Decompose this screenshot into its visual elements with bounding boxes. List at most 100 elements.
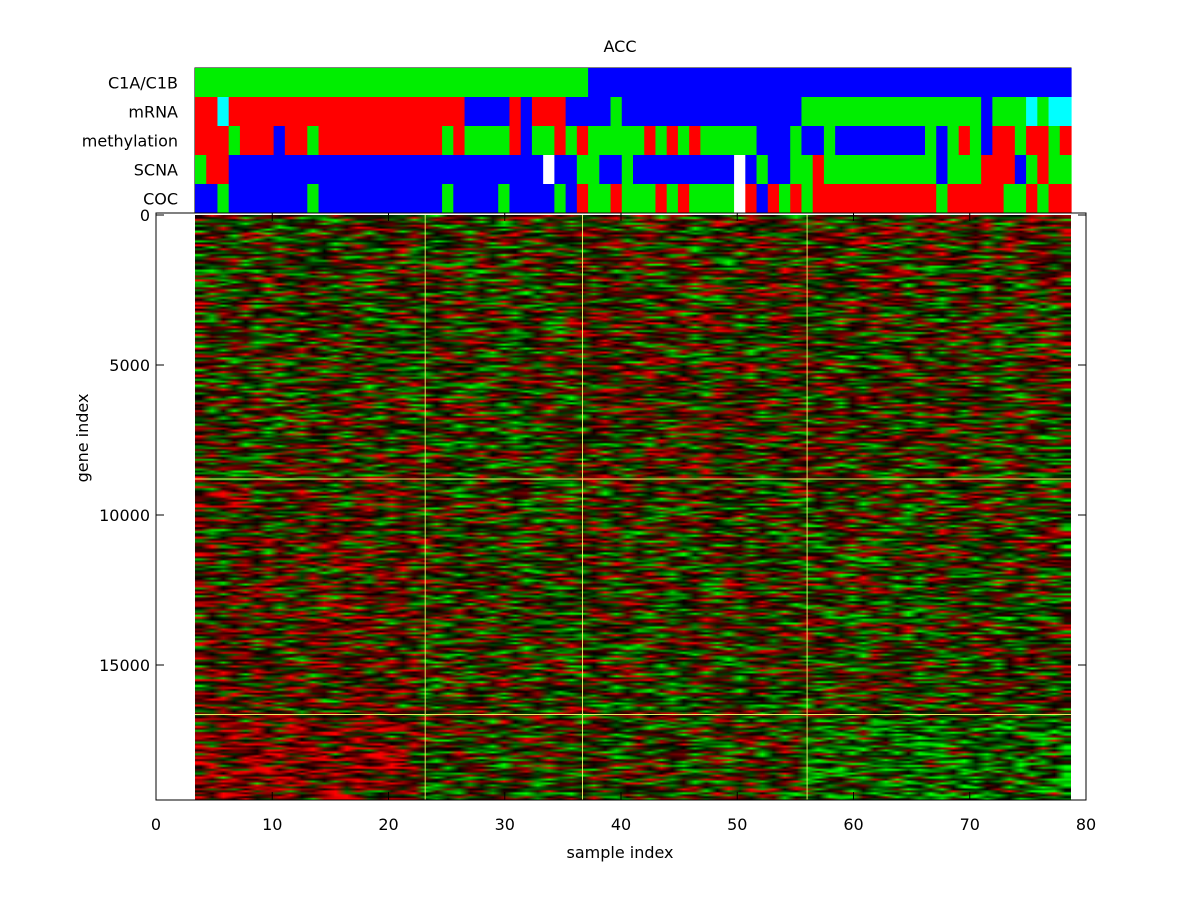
annotation-segment <box>823 155 937 184</box>
annotation-segment <box>307 184 320 213</box>
x-tick-label: 70 <box>960 815 980 834</box>
annotation-segment <box>239 126 275 155</box>
annotation-segment <box>509 97 522 126</box>
annotation-segment <box>947 126 960 155</box>
annotation-segment <box>509 184 555 213</box>
annotation-segment <box>588 184 612 213</box>
annotation-segment <box>655 184 668 213</box>
annotation-segment <box>498 184 511 213</box>
annotation-segment <box>610 184 623 213</box>
annotation-segment <box>576 184 589 213</box>
annotation-segment <box>801 126 825 155</box>
annotation-segment <box>1026 97 1038 126</box>
annotation-segment <box>588 97 612 126</box>
annotation-segment <box>588 155 600 184</box>
y-tick-label: 5000 <box>109 356 150 375</box>
annotation-segment <box>745 184 758 213</box>
y-axis-label: gene index <box>73 394 92 483</box>
annotation-segment <box>835 126 926 155</box>
annotation-segment <box>790 155 814 184</box>
annotation-segment <box>823 126 836 155</box>
x-tick-label: 0 <box>151 815 161 834</box>
annotation-segment <box>621 184 657 213</box>
annotation-segment <box>228 126 241 155</box>
annotation-segment <box>576 155 589 184</box>
annotation-segment <box>655 126 668 155</box>
x-tick-label: 50 <box>727 815 747 834</box>
annotation-segment <box>677 184 690 213</box>
annotation-segment <box>195 97 219 126</box>
annotation-segment <box>576 97 589 126</box>
annotation-segment <box>644 126 657 155</box>
annotation-segment <box>1048 155 1072 184</box>
annotation-segment <box>195 68 589 97</box>
y-tick-label: 0 <box>140 206 150 225</box>
annotation-segment <box>1026 126 1050 155</box>
annotation-segment <box>1037 97 1050 126</box>
annotation-segment <box>588 126 645 155</box>
annotation-segment <box>992 97 1027 126</box>
annotation-segment <box>543 155 555 184</box>
annotation-segment <box>1048 97 1072 126</box>
annotation-segment <box>1003 184 1027 213</box>
annotation-segment <box>565 184 578 213</box>
annotation-segment <box>981 97 993 126</box>
annotation-segment <box>509 126 522 155</box>
annotation-segment <box>1026 184 1038 213</box>
annotation-segment <box>453 184 499 213</box>
annotation-segment <box>700 126 758 155</box>
annotation-track-label: C1A/C1B <box>108 74 178 93</box>
annotation-segment <box>756 184 769 213</box>
annotation-segment <box>1037 155 1050 184</box>
annotation-segment <box>318 184 443 213</box>
annotation-segment <box>936 184 949 213</box>
annotation-segment <box>206 155 230 184</box>
annotation-track-label: mRNA <box>128 103 178 122</box>
annotation-segment <box>677 126 690 155</box>
annotation-segment <box>554 126 567 155</box>
annotation-segment <box>621 155 634 184</box>
annotation-segment <box>823 184 937 213</box>
annotation-segment <box>576 126 589 155</box>
annotation-segment <box>588 68 1072 97</box>
annotation-segment <box>228 97 466 126</box>
y-tick-label: 15000 <box>99 656 150 675</box>
annotation-segment <box>621 97 803 126</box>
annotation-segment <box>307 126 320 155</box>
annotation-segment <box>1026 155 1038 184</box>
annotation-segment <box>958 126 971 155</box>
annotation-segment <box>779 184 791 213</box>
annotation-segment <box>520 97 533 126</box>
annotation-segment <box>992 126 1016 155</box>
annotation-segment <box>925 97 982 126</box>
annotation-segment <box>1048 184 1072 213</box>
annotation-track-label: methylation <box>82 132 178 151</box>
chart-title: ACC <box>603 37 636 56</box>
x-axis-ticks: 0 10 20 30 40 50 60 70 80 <box>151 213 1096 834</box>
annotation-segment <box>464 97 511 126</box>
annotation-segment <box>734 184 746 213</box>
annotation-segment <box>195 126 230 155</box>
annotation-segment <box>666 184 679 213</box>
annotation-segment <box>228 155 544 184</box>
annotation-segment <box>610 97 623 126</box>
annotation-segment <box>464 126 477 155</box>
annotation-segment <box>599 155 623 184</box>
annotation-segment <box>790 184 803 213</box>
x-tick-label: 20 <box>378 815 398 834</box>
annotation-segment <box>1014 155 1027 184</box>
annotation-track-label: COC <box>143 190 178 209</box>
annotation-segment <box>531 97 567 126</box>
annotation-segment <box>565 97 578 126</box>
annotation-segment <box>767 184 780 213</box>
annotation-segment <box>947 184 1005 213</box>
annotation-segment <box>756 155 769 184</box>
annotation-segment <box>195 184 219 213</box>
annotation-segment <box>284 126 308 155</box>
x-tick-label: 80 <box>1076 815 1096 834</box>
x-axis-label: sample index <box>566 843 673 862</box>
annotation-segment <box>554 184 567 213</box>
annotation-segment <box>812 184 825 213</box>
annotation-segment <box>689 126 701 155</box>
annotation-segment <box>1037 184 1050 213</box>
